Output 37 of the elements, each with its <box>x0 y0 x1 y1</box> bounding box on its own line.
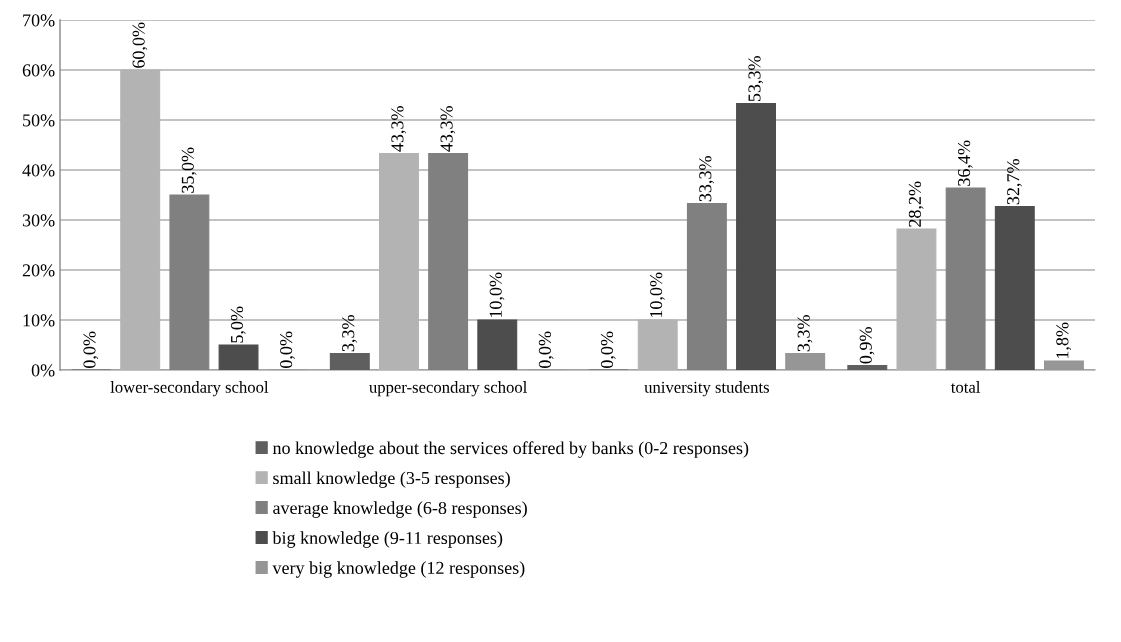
x-tick-label: university students <box>644 381 769 397</box>
x-tick-label: total <box>950 381 981 393</box>
data-label: 5,0% <box>230 306 246 343</box>
legend-label: average knowledge (6-8 responses) <box>273 501 527 518</box>
data-label: 10,0% <box>650 272 665 318</box>
x-tick-label: lower-secondary school <box>110 381 269 397</box>
y-tick-label: 30% <box>22 214 55 227</box>
data-label: 43,3% <box>391 106 407 152</box>
y-tick-label: 70% <box>23 14 55 27</box>
y-tick-label: 50% <box>23 114 55 127</box>
data-label: 53,3% <box>748 56 764 102</box>
legend-label: no knowledge about the services offered by banks (0-2 responses) <box>272 441 749 458</box>
data-label: 43,3% <box>440 106 456 152</box>
y-tick-label: 40% <box>22 164 55 177</box>
data-label: 3,3% <box>342 315 357 352</box>
y-tick-label: 0% <box>31 364 55 377</box>
data-label: 0,9% <box>859 327 875 364</box>
y-tick-label: 20% <box>22 264 55 277</box>
data-label: 0,0% <box>83 331 99 368</box>
data-label: 3,3% <box>797 315 813 352</box>
y-tick-label: 10% <box>23 314 55 327</box>
data-label: 0,0% <box>280 331 295 368</box>
data-label: 1,8% <box>1056 322 1072 359</box>
x-tick-label: upper-secondary school <box>369 381 527 397</box>
data-label: 0,0% <box>538 331 554 368</box>
data-label: 10,0% <box>489 272 505 318</box>
data-label: 36,4% <box>957 140 973 186</box>
data-label: 32,7% <box>1007 159 1022 205</box>
legend-label: small knowledge (3-5 responses) <box>273 471 510 488</box>
legend-label: big knowledge (9-11 responses) <box>272 531 503 548</box>
legend-label: very big knowledge (12 responses) <box>272 561 525 578</box>
y-tick-label: 60% <box>22 64 55 77</box>
data-label: 33,3% <box>699 156 714 202</box>
data-label: 35,0% <box>181 147 197 193</box>
data-label: 60,0% <box>132 22 148 68</box>
data-label: 0,0% <box>600 331 616 368</box>
data-label: 28,2% <box>908 181 924 227</box>
